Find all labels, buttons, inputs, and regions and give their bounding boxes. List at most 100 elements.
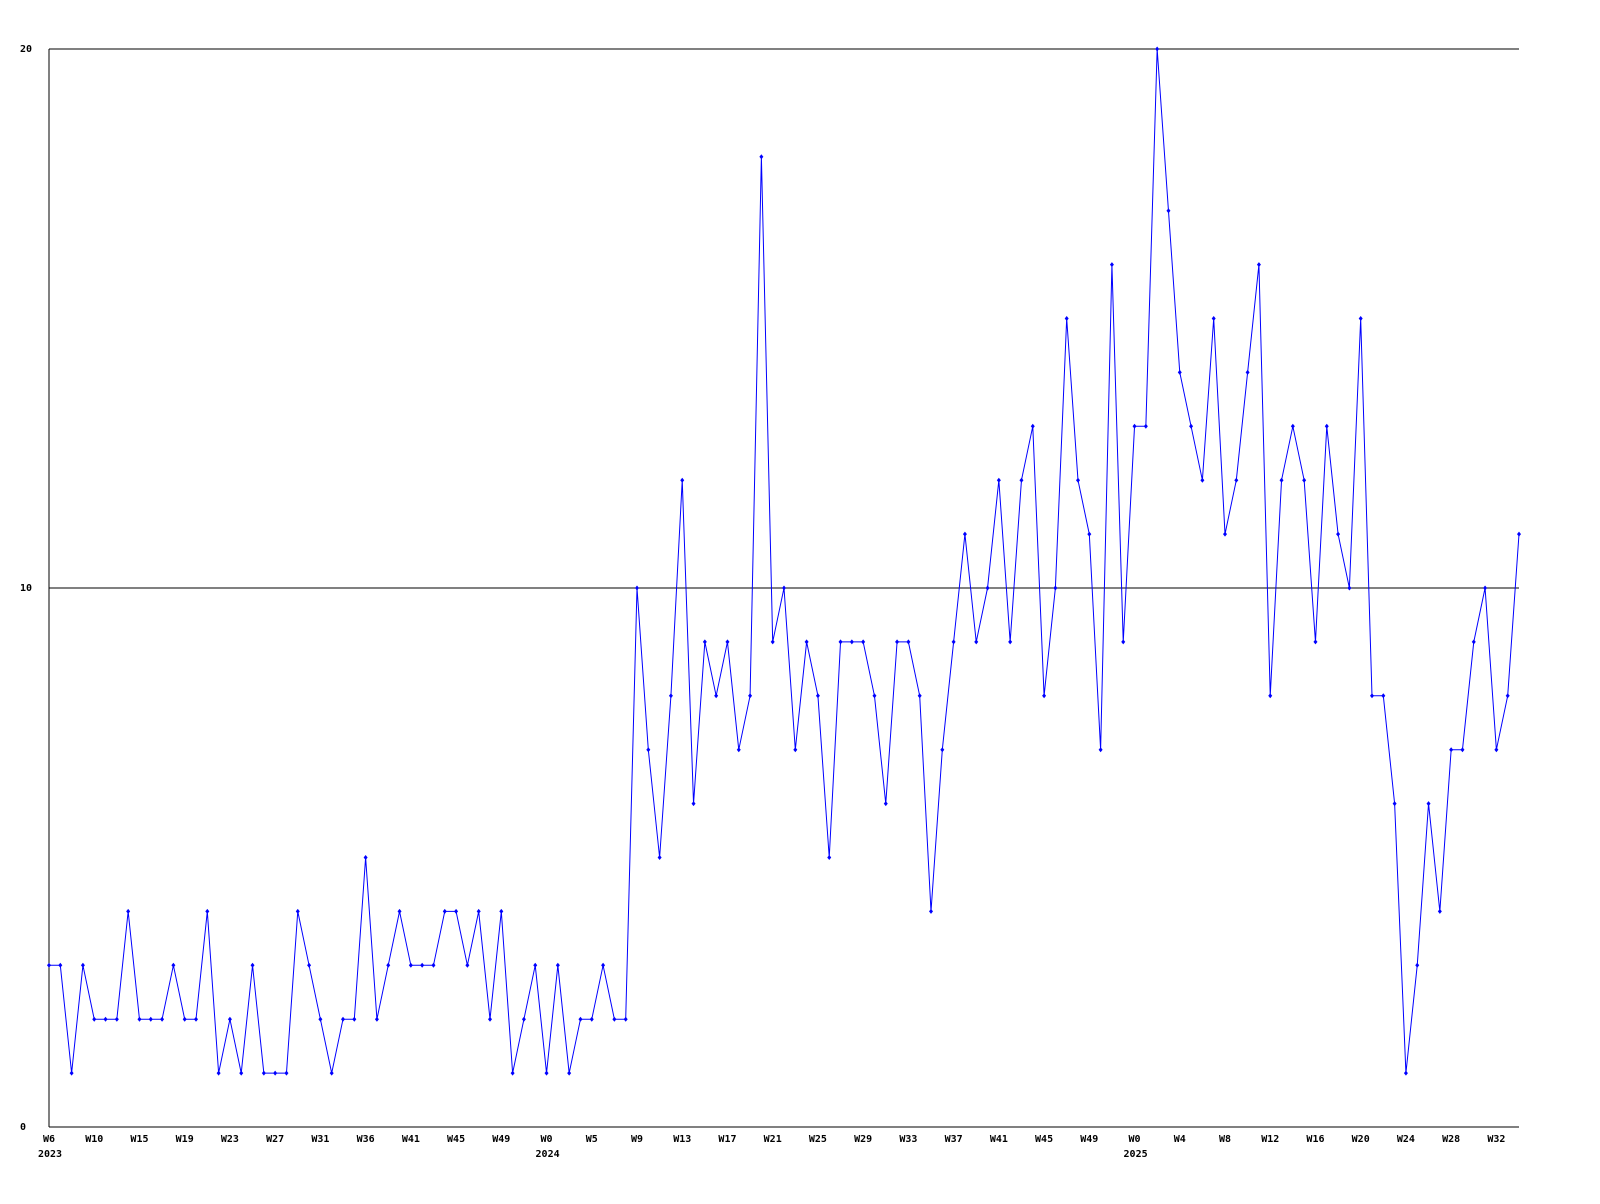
point [1211,316,1216,321]
x-tick-label: W36 [357,1134,375,1145]
point [702,639,707,645]
point [1290,423,1295,429]
point [499,908,504,914]
point [92,1016,97,1022]
point [80,962,85,968]
x-tick-label: W32 [1487,1134,1505,1145]
point [1200,477,1205,483]
point [657,855,662,860]
point [148,1016,153,1022]
x-tick-label: W0 [1129,1134,1141,1145]
point [1471,639,1476,645]
x-tick-label: W49 [1080,1134,1098,1145]
point [386,962,391,968]
point [1370,693,1374,699]
x-tick-label: W9 [631,1134,643,1145]
y-tick-label: 0 [20,1122,26,1133]
point [408,962,413,968]
point [804,639,809,645]
point [1358,316,1363,321]
point [940,747,945,753]
point [1505,693,1510,699]
x-tick-label: W45 [1035,1134,1053,1145]
x-tick-label: W37 [945,1134,963,1145]
point [307,962,312,968]
point [668,693,673,699]
point [1245,369,1250,375]
point [691,801,696,807]
point [420,962,425,968]
point [510,1070,515,1076]
x-tick-label: W28 [1442,1134,1460,1145]
point [1155,46,1160,52]
point [1087,531,1092,537]
x-tick-label: W31 [311,1134,329,1145]
x-tick-label: W19 [176,1134,194,1145]
point [1313,639,1318,645]
point [1132,423,1137,429]
point [1324,423,1329,429]
x-tick-label: W41 [402,1134,420,1145]
point [239,1070,244,1076]
point [793,747,798,753]
point [578,1016,583,1022]
x-tick-label: W49 [492,1134,510,1145]
x-tick-label: W15 [130,1134,148,1145]
point [567,1070,572,1076]
point [714,693,719,699]
point [1336,531,1341,537]
point [521,1016,526,1022]
point [883,801,888,807]
point [58,962,63,968]
point [623,1016,628,1022]
point [906,639,911,645]
point [725,639,730,645]
x-tick-label: W33 [899,1134,917,1145]
point [1019,477,1024,483]
point [205,908,210,914]
point [171,962,176,968]
x-tick-label: W45 [447,1134,465,1145]
point [770,639,775,645]
point [1177,369,1182,375]
point [341,1016,345,1022]
point [488,1016,492,1022]
point [465,962,470,968]
point [680,477,685,483]
point [1166,208,1171,214]
point [601,962,606,968]
point [861,639,866,645]
x-tick-label: W10 [85,1134,103,1145]
point [646,747,651,753]
point [1098,747,1103,753]
x-tick-label: W24 [1397,1134,1415,1145]
point [1064,316,1069,321]
x-tick-label: W27 [266,1134,284,1145]
x-tick-label: W20 [1352,1134,1370,1145]
point [759,154,764,160]
point [216,1070,221,1076]
point [1437,908,1442,914]
point [996,477,1001,483]
point [1109,262,1114,268]
point [273,1070,278,1076]
point [1042,693,1047,699]
point [1415,962,1420,968]
x-tick-label: W5 [586,1134,598,1145]
point [103,1016,108,1022]
point [352,1016,357,1022]
point [895,639,900,645]
point [849,639,854,645]
x-tick-label: W29 [854,1134,872,1145]
point [1381,693,1386,699]
point [736,747,741,753]
point [1268,693,1273,699]
point [951,639,956,645]
point [284,1070,289,1076]
point [1302,477,1307,483]
point [476,908,481,914]
point [827,855,832,860]
point [544,1070,549,1076]
point [431,962,436,968]
point [1483,585,1488,591]
